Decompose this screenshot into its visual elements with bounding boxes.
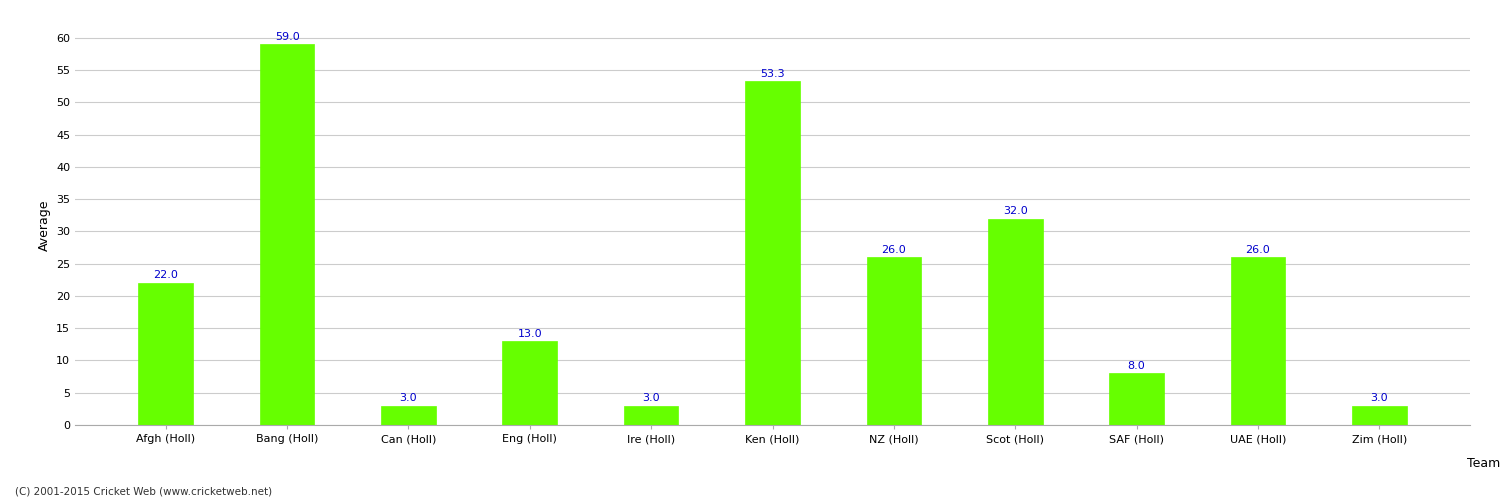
Bar bbox=[260, 44, 315, 425]
Y-axis label: Average: Average bbox=[38, 199, 51, 251]
Bar bbox=[624, 406, 678, 425]
Text: 59.0: 59.0 bbox=[274, 32, 300, 42]
Bar bbox=[1110, 374, 1164, 425]
X-axis label: Team: Team bbox=[1467, 457, 1500, 470]
Bar bbox=[867, 258, 921, 425]
Text: 22.0: 22.0 bbox=[153, 270, 178, 280]
Text: 13.0: 13.0 bbox=[518, 328, 542, 338]
Text: 3.0: 3.0 bbox=[1371, 393, 1388, 403]
Bar bbox=[138, 283, 194, 425]
Text: 26.0: 26.0 bbox=[882, 244, 906, 254]
Text: 3.0: 3.0 bbox=[399, 393, 417, 403]
Text: 32.0: 32.0 bbox=[1004, 206, 1028, 216]
Text: 53.3: 53.3 bbox=[760, 68, 784, 78]
Bar bbox=[1352, 406, 1407, 425]
Bar bbox=[503, 341, 556, 425]
Bar bbox=[746, 81, 800, 425]
Text: 26.0: 26.0 bbox=[1245, 244, 1270, 254]
Text: 8.0: 8.0 bbox=[1128, 361, 1146, 371]
Text: 3.0: 3.0 bbox=[642, 393, 660, 403]
Bar bbox=[381, 406, 435, 425]
Bar bbox=[988, 218, 1042, 425]
Text: (C) 2001-2015 Cricket Web (www.cricketweb.net): (C) 2001-2015 Cricket Web (www.cricketwe… bbox=[15, 487, 272, 497]
Bar bbox=[1230, 258, 1286, 425]
